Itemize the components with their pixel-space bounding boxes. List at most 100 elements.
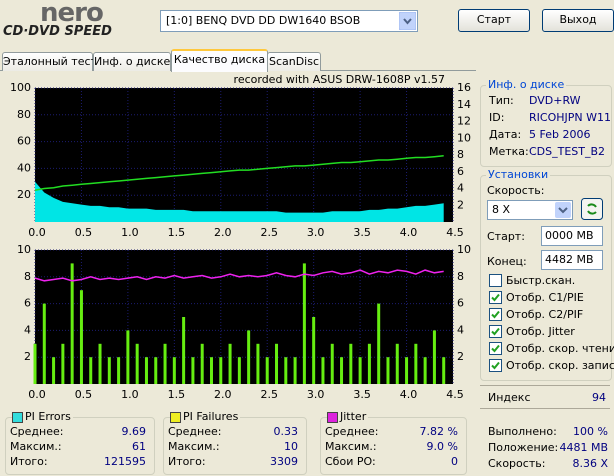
y2-tick-label: 16 bbox=[457, 81, 471, 94]
series-line bbox=[34, 269, 444, 282]
checkbox[interactable] bbox=[489, 308, 502, 321]
bar bbox=[191, 357, 195, 384]
bar bbox=[79, 290, 83, 384]
end-label: Конец: bbox=[487, 255, 527, 268]
bar bbox=[265, 357, 269, 384]
bar bbox=[284, 357, 288, 384]
plot-area bbox=[35, 250, 453, 384]
checkbox-label: Отобр. C1/PIE bbox=[506, 291, 584, 304]
bar bbox=[135, 343, 139, 384]
bar bbox=[256, 343, 260, 384]
y2-tick-label: 10 bbox=[457, 131, 471, 144]
bar bbox=[414, 343, 418, 384]
tab[interactable]: ScanDisc bbox=[267, 52, 321, 71]
logo-subtitle: CD·DVD SPEED bbox=[3, 24, 112, 39]
y2-tick-label: 2 bbox=[457, 198, 464, 211]
checkbox[interactable] bbox=[489, 291, 502, 304]
stat-label: Среднее: bbox=[168, 425, 222, 438]
x-tick-label: 3.5 bbox=[353, 226, 371, 239]
y2-tick-label: 6 bbox=[457, 165, 464, 178]
stat-label: Максим.: bbox=[325, 440, 377, 453]
index-label: Индекс bbox=[488, 391, 531, 404]
series-group bbox=[34, 155, 444, 222]
bar bbox=[228, 343, 232, 384]
y-tick-label: 80 bbox=[17, 108, 31, 121]
bar bbox=[107, 357, 111, 384]
y2-tick-label: 2 bbox=[457, 350, 464, 363]
y2-tick-label: 4 bbox=[457, 323, 464, 336]
bar bbox=[293, 357, 297, 384]
drive-select[interactable]: [1:0] BENQ DVD DD DW1640 BSOB bbox=[160, 10, 418, 32]
check-mark bbox=[491, 344, 500, 353]
bar bbox=[144, 357, 148, 384]
bar bbox=[302, 263, 306, 384]
x-tick-label: 1.0 bbox=[121, 388, 139, 401]
x-tick-label: 4.0 bbox=[400, 226, 418, 239]
checkbox[interactable] bbox=[489, 274, 502, 287]
x-tick-label: 0.0 bbox=[28, 388, 46, 401]
x-tick-label: 3.0 bbox=[307, 388, 325, 401]
bar bbox=[200, 343, 204, 384]
settings-group: Установки Скорость: 8 X Старт: 0000 MB К… bbox=[480, 168, 614, 381]
progress-value: 100 % bbox=[573, 425, 608, 438]
x-tick-label: 3.5 bbox=[353, 388, 371, 401]
bar bbox=[172, 357, 176, 384]
tab[interactable]: Эталонный тест bbox=[2, 52, 97, 71]
bar bbox=[154, 357, 158, 384]
exit-button[interactable]: Выход bbox=[542, 9, 614, 32]
start-button[interactable]: Старт bbox=[458, 9, 530, 32]
bar bbox=[395, 343, 399, 384]
stat-value: 7.82 % bbox=[419, 425, 458, 438]
bar bbox=[98, 343, 102, 384]
tab[interactable]: Инф. о диске bbox=[93, 52, 171, 71]
x-tick-label: 4.5 bbox=[446, 388, 464, 401]
bar bbox=[442, 357, 446, 384]
stat-value: 0 bbox=[451, 455, 458, 468]
info-value: RICOHJPN W11 bbox=[529, 111, 611, 124]
legend-swatch bbox=[170, 412, 181, 423]
bar bbox=[42, 303, 46, 384]
progress-value: 8.36 X bbox=[572, 457, 608, 470]
y2-tick-label: 4 bbox=[457, 182, 464, 195]
end-input[interactable]: 4482 MB bbox=[541, 250, 603, 270]
x-tick-label: 2.5 bbox=[260, 226, 278, 239]
bar bbox=[70, 263, 74, 384]
logo: nero bbox=[40, 0, 104, 28]
stat-value: 0.33 bbox=[273, 425, 299, 438]
end-value: 4482 MB bbox=[545, 253, 594, 266]
tab[interactable]: Качество диска bbox=[171, 49, 268, 72]
disc-info-group: Инф. о диске Тип: DVD+RW ID: RICOHJPN W11 Да… bbox=[480, 78, 612, 167]
x-tick-label: 1.0 bbox=[121, 226, 139, 239]
info-label: Дата: bbox=[489, 128, 522, 141]
bar bbox=[367, 343, 371, 384]
refresh-button[interactable] bbox=[581, 198, 603, 220]
progress-value: 4481 MB bbox=[559, 441, 608, 454]
stat-value: 9.69 bbox=[121, 425, 147, 438]
stats-group: PI Failures Среднее: 0.33 Максим.: 10 Итого: 3… bbox=[163, 410, 307, 475]
y-tick-label: 6 bbox=[24, 297, 31, 310]
check-mark bbox=[491, 327, 500, 336]
drive-text: [1:0] BENQ DVD DD DW1640 BSOB bbox=[166, 14, 361, 27]
x-tick-label: 1.5 bbox=[168, 226, 186, 239]
checkbox-label: Быстр.скан. bbox=[506, 274, 576, 287]
progress-label: Выполнено: bbox=[488, 425, 557, 438]
x-tick-label: 2.0 bbox=[214, 226, 232, 239]
check-mark bbox=[491, 361, 500, 370]
checkbox[interactable] bbox=[489, 359, 502, 372]
speed-select[interactable]: 8 X bbox=[487, 200, 573, 220]
y-tick-label: 4 bbox=[24, 323, 31, 336]
info-label: Метка: bbox=[489, 145, 529, 158]
checkbox[interactable] bbox=[489, 342, 502, 355]
bar bbox=[237, 357, 241, 384]
y2-tick-label: 12 bbox=[457, 115, 471, 128]
bar bbox=[52, 357, 56, 384]
y2-tick-label: 8 bbox=[457, 270, 464, 283]
bar bbox=[358, 357, 362, 384]
bar bbox=[349, 343, 353, 384]
checkbox[interactable] bbox=[489, 325, 502, 338]
series-line bbox=[34, 155, 444, 191]
dropdown-arrow bbox=[399, 12, 416, 30]
checkbox-label: Отобр. Jitter bbox=[506, 325, 575, 338]
start-input[interactable]: 0000 MB bbox=[541, 226, 603, 246]
